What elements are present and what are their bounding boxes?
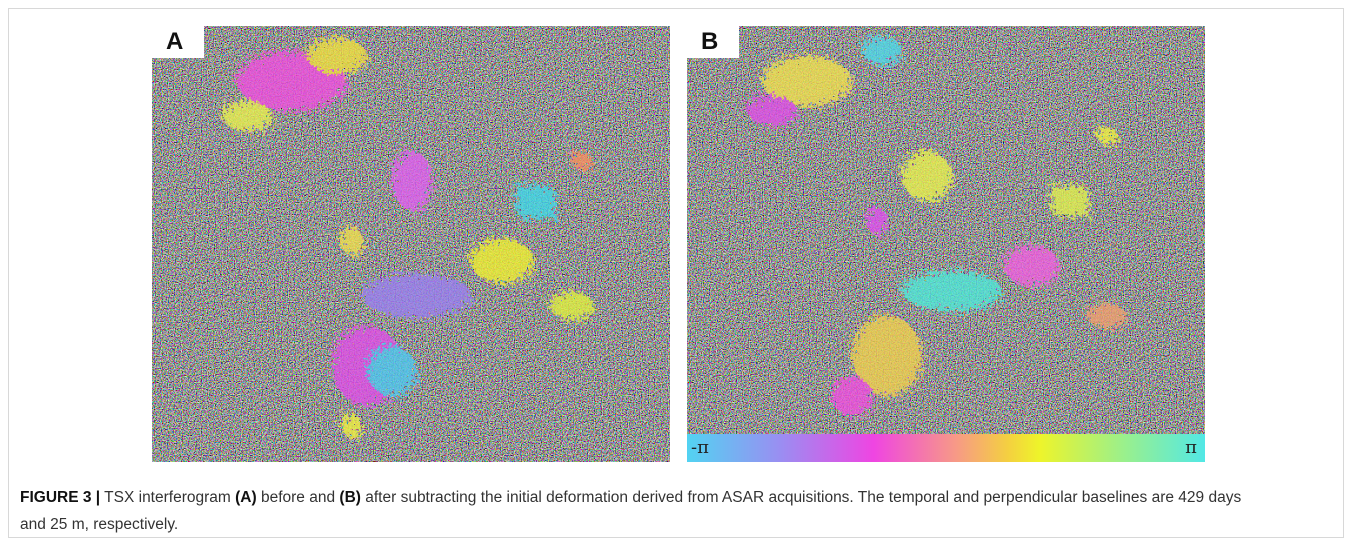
page: A B -π π FIGURE 3 | TSX interferogram (A… [0,0,1352,546]
caption-text: TSX interferogram [104,489,231,506]
caption-label: FIGURE 3 | [20,489,100,506]
caption-ref: (A) [235,489,257,506]
colorbar-min-label: -π [691,437,709,458]
interferogram [152,26,670,462]
panel-label: A [152,26,204,58]
interferogram [687,26,1205,462]
colorbar-max-label: π [1185,437,1197,458]
panel-label: B [687,26,739,58]
caption: FIGURE 3 | TSX interferogram (A) before … [20,484,1260,538]
caption-ref: (B) [339,489,361,506]
panel-a: A [152,26,670,462]
colorbar: -π π [687,434,1205,462]
panel-b: B -π π [687,26,1205,462]
caption-text: before and [261,489,335,506]
